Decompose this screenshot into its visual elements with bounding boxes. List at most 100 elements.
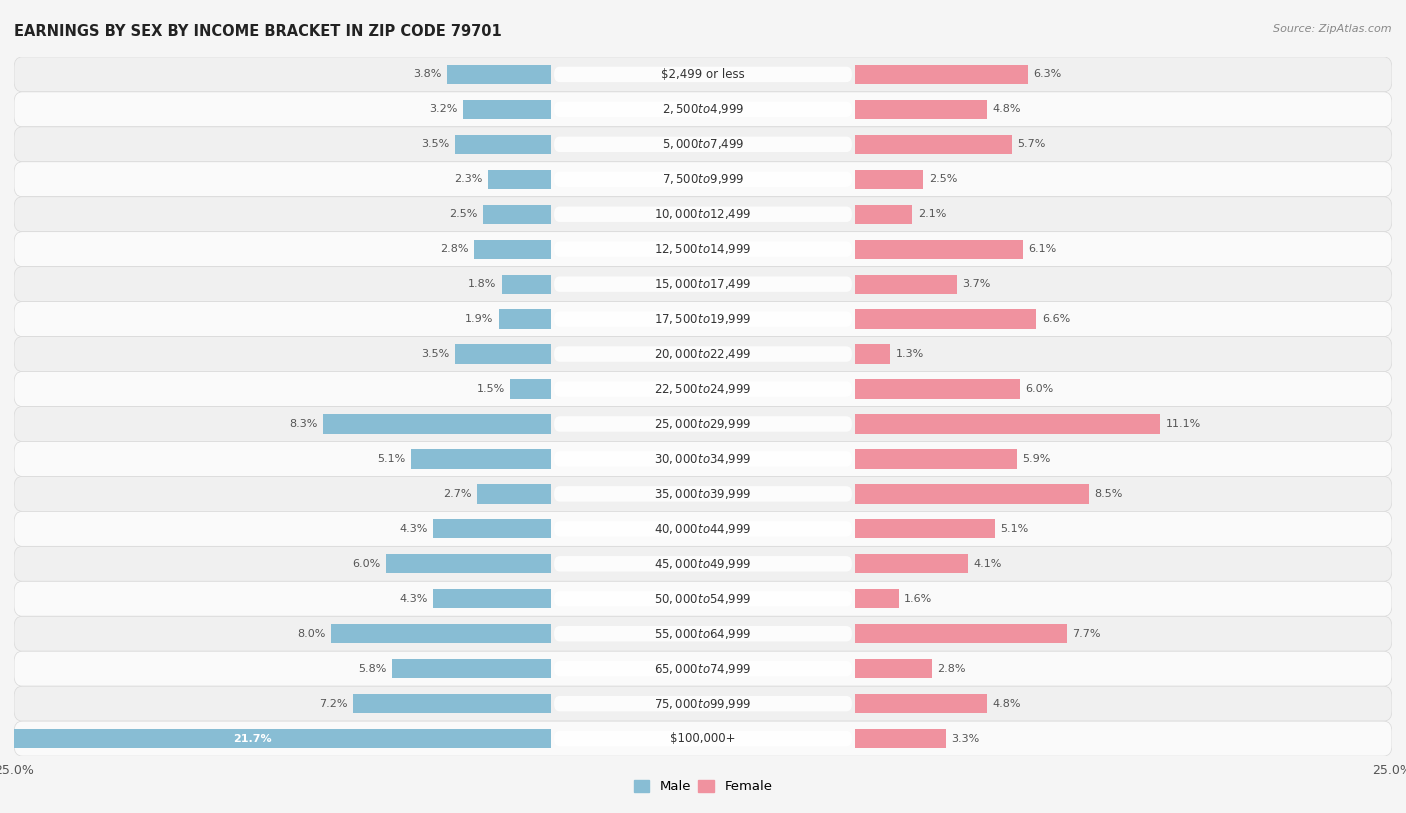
FancyBboxPatch shape <box>14 616 1392 651</box>
Bar <box>0 729 551 748</box>
FancyBboxPatch shape <box>554 661 852 676</box>
Bar <box>855 554 967 573</box>
Text: 4.3%: 4.3% <box>399 593 427 604</box>
FancyBboxPatch shape <box>14 406 1392 441</box>
FancyBboxPatch shape <box>14 302 1392 337</box>
Text: 6.6%: 6.6% <box>1042 314 1070 324</box>
Bar <box>855 415 1160 433</box>
Text: 2.1%: 2.1% <box>918 209 946 220</box>
Text: 1.9%: 1.9% <box>465 314 494 324</box>
FancyBboxPatch shape <box>14 232 1392 267</box>
Text: $2,499 or less: $2,499 or less <box>661 68 745 80</box>
Bar <box>855 659 932 678</box>
FancyBboxPatch shape <box>554 591 852 606</box>
Bar <box>855 310 1036 328</box>
Text: 11.1%: 11.1% <box>1166 419 1201 429</box>
Text: 2.5%: 2.5% <box>449 209 477 220</box>
Text: Source: ZipAtlas.com: Source: ZipAtlas.com <box>1274 24 1392 34</box>
FancyBboxPatch shape <box>554 486 852 502</box>
Bar <box>463 100 551 119</box>
Bar <box>855 240 1022 259</box>
FancyBboxPatch shape <box>14 197 1392 232</box>
Text: 8.3%: 8.3% <box>288 419 318 429</box>
Bar <box>855 485 1088 503</box>
Bar <box>855 520 995 538</box>
Bar <box>411 450 551 468</box>
FancyBboxPatch shape <box>14 511 1392 546</box>
Text: 6.0%: 6.0% <box>353 559 381 569</box>
Bar <box>855 65 1028 84</box>
Bar <box>474 240 551 259</box>
Bar <box>456 345 551 363</box>
FancyBboxPatch shape <box>14 476 1392 511</box>
FancyBboxPatch shape <box>554 381 852 397</box>
Bar <box>488 170 551 189</box>
Text: $45,000 to $49,999: $45,000 to $49,999 <box>654 557 752 571</box>
FancyBboxPatch shape <box>14 337 1392 372</box>
FancyBboxPatch shape <box>14 651 1392 686</box>
Text: $65,000 to $74,999: $65,000 to $74,999 <box>654 662 752 676</box>
Text: 1.3%: 1.3% <box>896 349 924 359</box>
Text: 5.7%: 5.7% <box>1017 139 1046 150</box>
Text: 3.5%: 3.5% <box>422 139 450 150</box>
Text: $15,000 to $17,499: $15,000 to $17,499 <box>654 277 752 291</box>
Text: $40,000 to $44,999: $40,000 to $44,999 <box>654 522 752 536</box>
Bar <box>387 554 551 573</box>
Text: 2.5%: 2.5% <box>929 174 957 185</box>
Bar <box>510 380 551 398</box>
FancyBboxPatch shape <box>554 556 852 572</box>
Text: EARNINGS BY SEX BY INCOME BRACKET IN ZIP CODE 79701: EARNINGS BY SEX BY INCOME BRACKET IN ZIP… <box>14 24 502 39</box>
FancyBboxPatch shape <box>554 241 852 257</box>
Bar <box>482 205 551 224</box>
Text: 4.8%: 4.8% <box>993 698 1021 709</box>
FancyBboxPatch shape <box>14 92 1392 127</box>
Bar <box>855 100 987 119</box>
FancyBboxPatch shape <box>554 172 852 187</box>
Text: 3.8%: 3.8% <box>413 69 441 80</box>
FancyBboxPatch shape <box>554 346 852 362</box>
FancyBboxPatch shape <box>14 372 1392 406</box>
FancyBboxPatch shape <box>14 546 1392 581</box>
Bar <box>855 380 1019 398</box>
Text: 5.1%: 5.1% <box>377 454 405 464</box>
Text: $100,000+: $100,000+ <box>671 733 735 745</box>
Text: 1.5%: 1.5% <box>477 384 505 394</box>
Text: $17,500 to $19,999: $17,500 to $19,999 <box>654 312 752 326</box>
Bar <box>855 135 1012 154</box>
FancyBboxPatch shape <box>554 521 852 537</box>
Text: 4.8%: 4.8% <box>993 104 1021 115</box>
FancyBboxPatch shape <box>554 626 852 641</box>
FancyBboxPatch shape <box>14 127 1392 162</box>
FancyBboxPatch shape <box>554 416 852 432</box>
Text: 2.3%: 2.3% <box>454 174 482 185</box>
Bar <box>433 589 551 608</box>
Text: 5.9%: 5.9% <box>1022 454 1052 464</box>
Bar <box>499 310 551 328</box>
Text: $12,500 to $14,999: $12,500 to $14,999 <box>654 242 752 256</box>
Bar <box>855 624 1067 643</box>
Bar <box>456 135 551 154</box>
Bar <box>477 485 551 503</box>
Text: 4.1%: 4.1% <box>973 559 1001 569</box>
Text: 2.8%: 2.8% <box>938 663 966 674</box>
Text: $25,000 to $29,999: $25,000 to $29,999 <box>654 417 752 431</box>
FancyBboxPatch shape <box>14 581 1392 616</box>
Bar <box>330 624 551 643</box>
Text: 2.8%: 2.8% <box>440 244 468 254</box>
Text: 6.0%: 6.0% <box>1025 384 1053 394</box>
Text: 4.3%: 4.3% <box>399 524 427 534</box>
Text: 3.2%: 3.2% <box>429 104 458 115</box>
Text: $35,000 to $39,999: $35,000 to $39,999 <box>654 487 752 501</box>
Text: $50,000 to $54,999: $50,000 to $54,999 <box>654 592 752 606</box>
Text: $55,000 to $64,999: $55,000 to $64,999 <box>654 627 752 641</box>
Bar <box>855 205 912 224</box>
FancyBboxPatch shape <box>554 276 852 292</box>
Text: 3.5%: 3.5% <box>422 349 450 359</box>
FancyBboxPatch shape <box>554 207 852 222</box>
Text: 6.1%: 6.1% <box>1028 244 1056 254</box>
Text: 8.5%: 8.5% <box>1094 489 1123 499</box>
Text: 5.1%: 5.1% <box>1001 524 1029 534</box>
Bar <box>855 450 1017 468</box>
FancyBboxPatch shape <box>554 451 852 467</box>
FancyBboxPatch shape <box>554 311 852 327</box>
